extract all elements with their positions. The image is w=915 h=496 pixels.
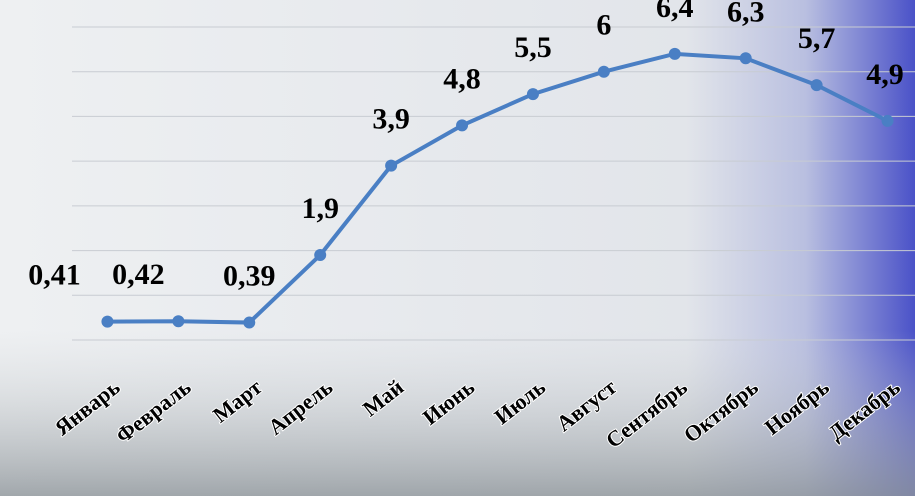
marker — [597, 65, 610, 78]
marker — [385, 159, 398, 172]
data-label: 6,4 — [656, 0, 694, 24]
data-label: 0,42 — [112, 258, 165, 291]
line — [107, 51, 889, 325]
data-label: 3,9 — [372, 103, 410, 136]
marker — [668, 47, 681, 60]
data-label: 1,9 — [301, 192, 339, 225]
marker — [526, 88, 539, 101]
data-label: 6 — [596, 9, 611, 42]
data-label: 0,39 — [223, 260, 276, 293]
data-label: 4,8 — [443, 62, 481, 95]
data-label: 4,9 — [866, 58, 904, 91]
marker — [739, 52, 752, 65]
marker — [243, 316, 256, 329]
marker — [881, 114, 894, 127]
data-label: 6,3 — [727, 0, 765, 28]
marker — [314, 249, 327, 262]
marker — [172, 315, 185, 328]
data-label: 0,41 — [28, 259, 81, 292]
marker — [101, 315, 114, 328]
background-photo — [0, 330, 915, 496]
marker — [810, 79, 823, 92]
data-label: 5,7 — [798, 22, 836, 55]
data-label: 5,5 — [514, 31, 552, 64]
marker — [456, 119, 469, 132]
